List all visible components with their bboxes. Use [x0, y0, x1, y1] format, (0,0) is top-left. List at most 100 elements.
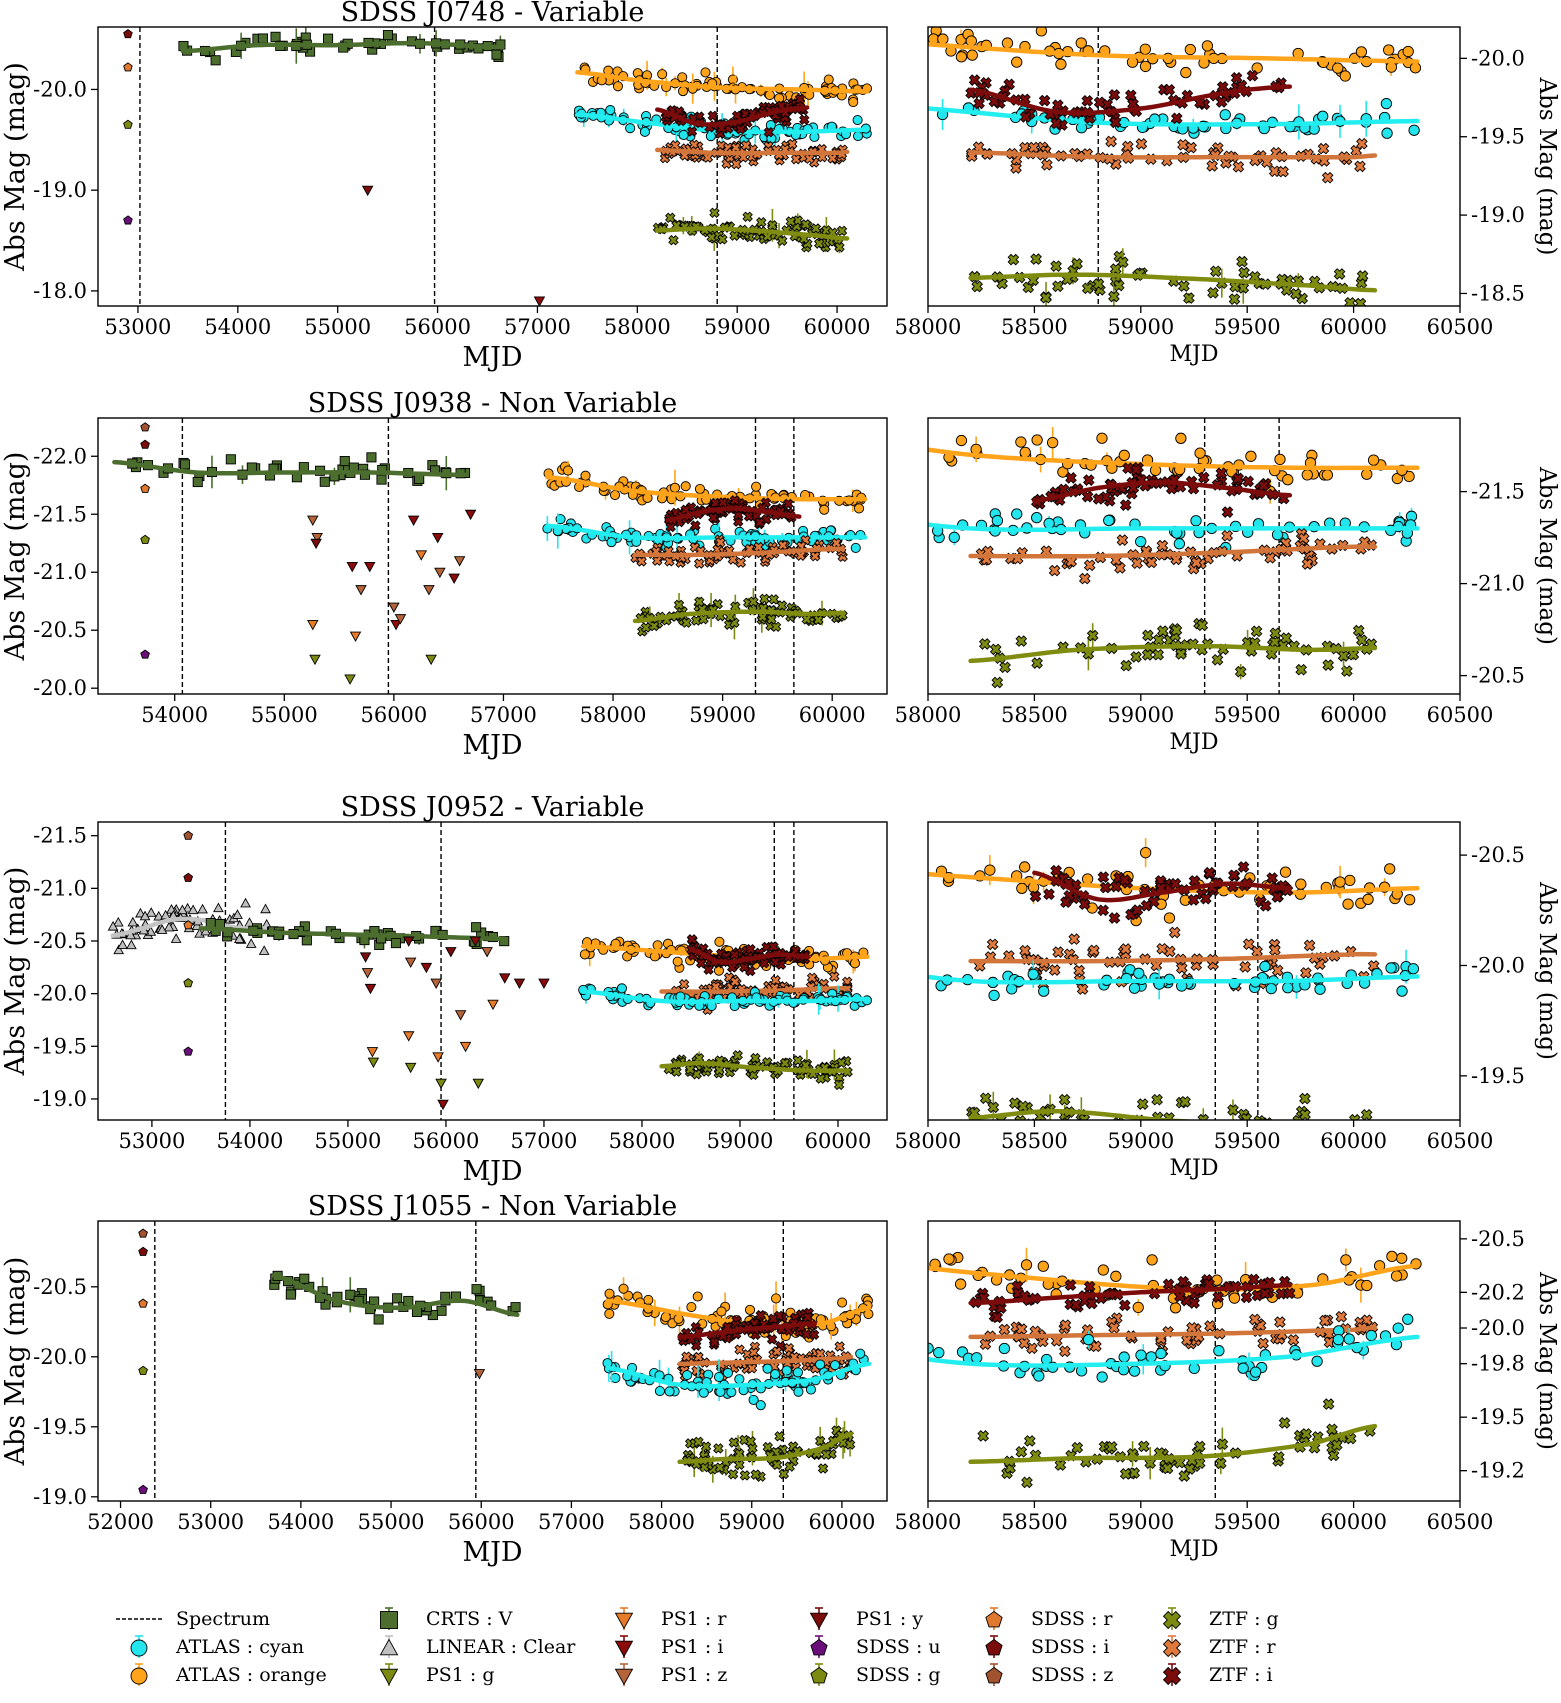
data-point-ztf-i — [1019, 111, 1032, 123]
data-point-crts-v — [359, 469, 370, 480]
y-tick-label: -20.0 — [33, 1345, 87, 1369]
data-point-linear-clear — [112, 916, 124, 927]
x-tick-label: 54000 — [141, 703, 208, 727]
data-point-atlas-orange — [562, 465, 574, 476]
data-point-ztf-g — [1356, 270, 1369, 282]
x-tick-label: 60500 — [1427, 315, 1494, 339]
data-point-ps1-i — [538, 978, 550, 990]
x-tick-label: 58000 — [628, 1510, 695, 1534]
data-point-ztf-g — [813, 238, 825, 249]
data-point-ps1-i — [498, 973, 511, 984]
data-point-ztf-g — [1333, 268, 1346, 280]
fit-curve-ztf-i — [655, 105, 810, 127]
x-tick-label: 53000 — [119, 1129, 186, 1153]
data-point-ztf-g — [1161, 1462, 1174, 1475]
data-point-ztf-i — [1070, 1299, 1082, 1311]
data-point-ztf-r — [1048, 564, 1061, 577]
data-point-ztf-i — [1271, 891, 1284, 903]
fit-curve-atlas-orange — [928, 447, 1420, 471]
data-point-atlas-orange — [954, 1278, 967, 1290]
data-point-atlas-cyan — [762, 1363, 773, 1374]
data-point-ztf-g — [1142, 629, 1154, 642]
data-point-ps1-i — [431, 532, 444, 544]
data-point-ztf-g — [714, 1462, 726, 1473]
plot-area — [928, 1221, 1422, 1501]
data-point-ztf-r — [1268, 165, 1281, 178]
data-point-atlas-orange — [657, 69, 668, 80]
legend-item-sdss-u: SDSS : u — [792, 1634, 941, 1660]
data-point-ztf-g — [989, 643, 1002, 656]
data-point-ztf-g — [1253, 1114, 1266, 1120]
data-point-ztf-i — [1228, 869, 1240, 882]
legend-item-sdss-z: SDSS : z — [967, 1662, 1113, 1688]
y-axis-label-left: Abs Mag (mag) — [0, 62, 31, 272]
fit-curve-ztf-r — [968, 951, 1378, 964]
fit-curve-ztf-g — [655, 226, 850, 241]
data-point-ztf-i — [690, 520, 701, 531]
data-point-ztf-r — [998, 1323, 1011, 1336]
data-point-ztf-i — [1199, 892, 1212, 905]
legend-item-spectrum: Spectrum — [112, 1606, 270, 1632]
data-point-atlas-cyan — [1118, 1351, 1130, 1363]
data-point-ztf-i — [1078, 898, 1091, 911]
data-point-ztf-r — [693, 558, 705, 569]
legend-item-ps1-z: PS1 : z — [597, 1662, 727, 1688]
data-point-atlas-orange — [1019, 861, 1031, 873]
y-tick-label: -20.0 — [33, 676, 87, 700]
data-point-atlas-cyan — [852, 114, 863, 126]
axes-frame — [97, 417, 888, 695]
legend-marker-square — [380, 1607, 398, 1630]
data-point-linear-clear — [187, 904, 199, 915]
data-point-sdss-u — [140, 649, 150, 659]
y-axis-label-right: Abs Mag (mag) — [1534, 77, 1560, 256]
data-point-ztf-r — [1177, 138, 1189, 151]
data-point-crts-v — [403, 1295, 414, 1307]
data-point-atlas-orange — [604, 1308, 615, 1319]
data-point-atlas-cyan — [726, 1387, 737, 1398]
data-point-ztf-g — [1209, 265, 1222, 278]
x-tick-label: 56000 — [360, 703, 427, 727]
data-point-ztf-i — [1092, 493, 1105, 505]
legend-item-atlas-orange: ATLAS : orange — [112, 1662, 327, 1688]
fit-curve-crts-v — [198, 926, 508, 942]
data-point-atlas-cyan — [1380, 97, 1393, 110]
data-point-atlas-cyan — [1237, 1362, 1249, 1374]
data-point-atlas-cyan — [948, 531, 960, 544]
data-point-atlas-cyan — [1190, 515, 1202, 527]
x-tick-label: 59000 — [1107, 703, 1174, 727]
data-point-atlas-cyan — [1381, 127, 1393, 139]
data-point-linear-clear — [156, 924, 168, 934]
data-point-atlas-cyan — [1038, 985, 1050, 997]
data-point-atlas-cyan — [1250, 1366, 1262, 1378]
axes-frame — [97, 821, 888, 1121]
data-point-ztf-g — [1128, 1467, 1141, 1479]
data-point-ztf-g — [1050, 260, 1062, 273]
data-point-ztf-g — [817, 1463, 829, 1474]
data-point-ztf-g — [1112, 279, 1125, 292]
data-point-ztf-g — [1086, 629, 1099, 642]
data-point-ztf-i — [768, 1313, 779, 1325]
data-point-ztf-g — [732, 1050, 743, 1061]
data-point-ztf-i — [1251, 1289, 1264, 1302]
data-point-atlas-orange — [1046, 437, 1059, 449]
axes-frame — [927, 821, 1461, 1121]
legend-symbol-sdss-g — [810, 1666, 828, 1684]
data-point-atlas-orange — [1339, 70, 1351, 82]
data-point-atlas-orange — [849, 958, 861, 969]
data-point-ztf-r — [986, 938, 999, 951]
data-point-ztf-i — [1081, 490, 1094, 503]
data-point-ztf-g — [1300, 1428, 1313, 1440]
data-point-ztf-i — [686, 934, 698, 945]
fit-curve-ztf-r — [968, 150, 1378, 160]
data-point-ztf-r — [1168, 926, 1181, 939]
data-point-atlas-cyan — [664, 1386, 675, 1397]
legend-symbol-ztf-i — [1162, 1666, 1182, 1686]
y-axis-label-right: Abs Mag (mag) — [1534, 1271, 1560, 1450]
data-point-ztf-r — [1297, 532, 1310, 545]
data-point-ztf-r — [1287, 1334, 1300, 1346]
legend-symbol-sdss-r — [985, 1610, 1003, 1628]
data-point-sdss-r — [140, 483, 150, 493]
zoom-panel-4: 58000 58500 59000 59500 60000 60500 -20.5 -20.2… — [895, 1220, 1560, 1562]
data-point-crts-v — [339, 456, 350, 467]
legend-item-ps1-r: PS1 : r — [597, 1606, 726, 1632]
